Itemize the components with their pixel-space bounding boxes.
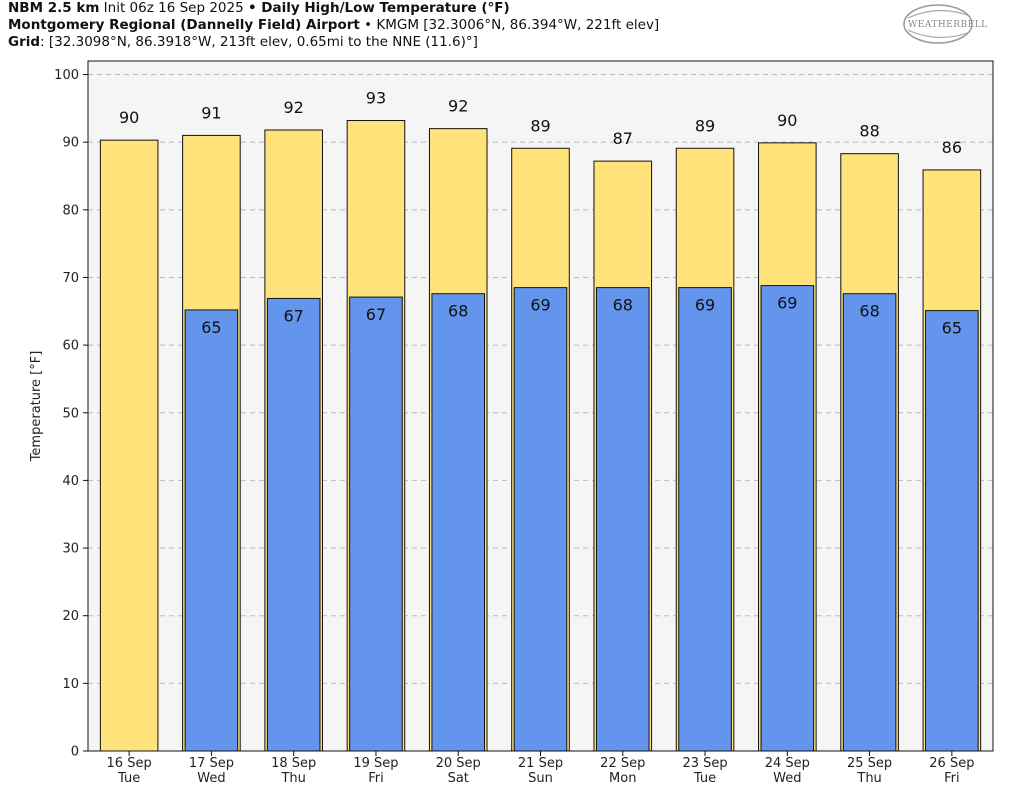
x-tick-day-2: Thu [280,771,305,785]
low-bar-17-sep [184,309,239,752]
high-label-20-sep: 92 [448,97,468,116]
x-tick-date-3: 19 Sep [353,756,398,771]
high-label-23-sep: 89 [695,116,715,135]
x-tick-date-0: 16 Sep [107,756,152,771]
high-label-19-sep: 93 [366,89,386,108]
low-bar-24-sep [760,285,815,752]
product-title: Daily High/Low Temperature (°F) [256,0,510,16]
low-label-22-sep: 68 [613,296,633,315]
low-label-25-sep: 68 [859,302,879,321]
low-bar-21-sep [513,287,568,752]
high-label-21-sep: 89 [530,116,550,135]
low-label-19-sep: 67 [366,305,386,324]
x-tick-day-9: Thu [856,771,881,785]
y-tick-label-0: 0 [71,745,79,760]
y-tick-label-90: 90 [62,136,79,151]
x-tick-day-6: Mon [609,771,636,785]
logo-text: WEATHERBELL [908,20,988,30]
x-tick-day-1: Wed [197,771,225,785]
y-tick-label-30: 30 [62,542,79,557]
bars [99,120,982,752]
station-separator: • [359,17,377,33]
high-label-18-sep: 92 [284,98,304,117]
high-label-22-sep: 87 [613,129,633,148]
station-info: KMGM [32.3006°N, 86.394°W, 221ft elev] [376,17,660,33]
x-tick-day-10: Fri [944,771,960,785]
x-tick-day-8: Wed [773,771,801,785]
high-label-24-sep: 90 [777,111,797,130]
low-bar-18-sep [266,297,321,752]
y-tick-label-60: 60 [62,339,79,354]
y-tick-label-20: 20 [62,609,79,624]
high-label-25-sep: 88 [859,122,879,141]
x-tick-day-4: Sat [448,771,469,785]
y-tick-label-50: 50 [62,406,79,421]
low-bar-26-sep [925,310,979,752]
x-tick-date-10: 26 Sep [929,756,974,771]
low-bar-19-sep [349,296,403,752]
y-axis-label: Temperature [°F] [29,351,44,463]
high-bar-16-sep [99,139,159,752]
x-tick-date-6: 22 Sep [600,756,645,771]
model-name: NBM 2.5 km [8,0,100,16]
grid-label: Grid [8,34,41,50]
data-labels: 90 91 65 92 67 93 67 92 68 89 69 87 68 89 69 90 69 88 68 86… [119,89,962,338]
header-line-2: Montgomery Regional (Dannelly Field) Air… [8,17,888,34]
low-label-21-sep: 69 [530,296,550,315]
x-tick-day-7: Tue [693,771,716,785]
header-line-3: Grid: [32.3098°N, 86.3918°W, 213ft elev,… [8,34,888,51]
low-label-18-sep: 67 [284,306,304,325]
high-label-17-sep: 91 [201,103,221,122]
x-tick-date-2: 18 Sep [271,756,316,771]
high-label-26-sep: 86 [942,138,962,157]
low-label-26-sep: 65 [942,319,962,338]
init-time: Init 06z 16 Sep 2025 [99,0,248,16]
y-tick-label-100: 100 [54,68,79,83]
header-separator: • [247,0,257,16]
x-tick-date-4: 20 Sep [436,756,481,771]
low-label-24-sep: 69 [777,294,797,313]
x-tick-date-9: 25 Sep [847,756,892,771]
y-tick-label-80: 80 [62,203,79,218]
low-bar-25-sep [842,293,897,752]
plot-frame [87,60,994,752]
low-label-20-sep: 68 [448,302,468,321]
y-tick-label-40: 40 [62,474,79,489]
high-label-16-sep: 90 [119,108,139,127]
x-tick-date-1: 17 Sep [189,756,234,771]
x-tick-day-3: Fri [368,771,384,785]
low-label-23-sep: 69 [695,296,715,315]
x-tick-date-7: 23 Sep [682,756,727,771]
y-tick-label-10: 10 [62,677,79,692]
x-tick-date-5: 21 Sep [518,756,563,771]
low-bar-20-sep [431,293,486,752]
x-tick-date-8: 24 Sep [765,756,810,771]
y-axis: 0 10 20 30 40 50 60 70 80 90 100 [54,68,88,760]
low-bar-23-sep [678,287,732,752]
station-name: Montgomery Regional (Dannelly Field) Air… [8,17,360,33]
header-line-1: NBM 2.5 km Init 06z 16 Sep 2025 • Daily … [8,0,888,17]
y-tick-label-70: 70 [62,271,79,286]
x-tick-day-0: Tue [117,771,140,785]
weatherbell-logo: WEATHERBELL [903,4,988,44]
low-label-17-sep: 65 [201,318,221,337]
grid-info: : [32.3098°N, 86.3918°W, 213ft elev, 0.6… [40,34,478,50]
low-bar-22-sep [595,287,650,752]
chart-header: NBM 2.5 km Init 06z 16 Sep 2025 • Daily … [8,0,888,51]
x-tick-day-5: Sun [528,771,553,785]
